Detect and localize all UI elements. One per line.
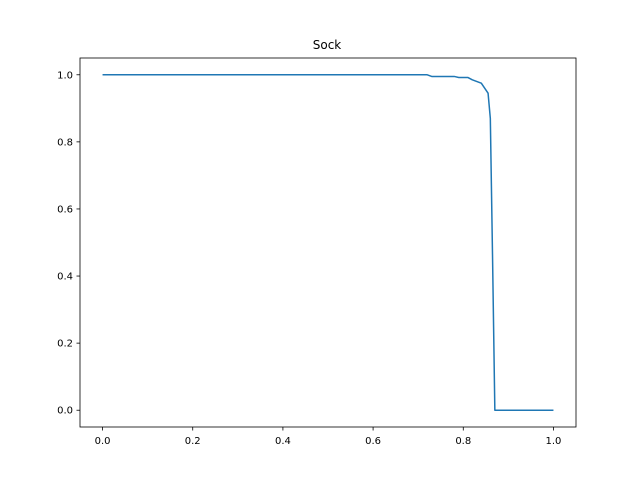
- series-line-0: [102, 74, 554, 411]
- y-tick-label: 0.6: [57, 204, 73, 215]
- x-axis: 0.0 0.2 0.4 0.6 0.8 1.0: [95, 427, 562, 447]
- y-tick-label: 0.8: [57, 137, 73, 148]
- x-tick-label: 0.6: [365, 436, 381, 447]
- y-tick-label: 1.0: [57, 70, 73, 81]
- y-tick-label: 0.4: [57, 272, 73, 283]
- x-tick-label: 0.2: [185, 436, 201, 447]
- x-tick-label: 0.0: [95, 436, 111, 447]
- plot-area: [102, 74, 554, 411]
- x-tick-label: 0.4: [275, 436, 291, 447]
- axes-frame: [79, 57, 577, 428]
- chart-title: Sock: [313, 38, 342, 52]
- x-tick-label: 0.8: [455, 436, 471, 447]
- y-tick-label: 0.0: [57, 406, 73, 417]
- x-tick-label: 1.0: [546, 436, 562, 447]
- y-tick-label: 0.2: [57, 339, 73, 350]
- y-axis: 0.0 0.2 0.4 0.6 0.8 1.0: [57, 70, 80, 417]
